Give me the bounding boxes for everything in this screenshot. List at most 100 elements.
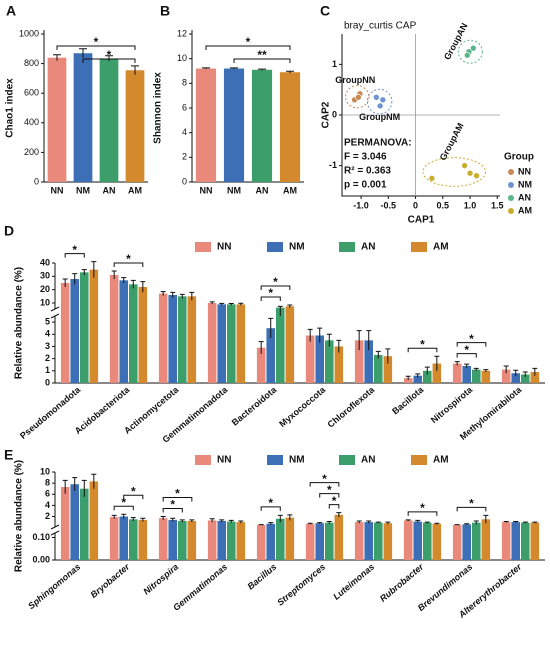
x-tick-label: Nitrospirota	[429, 384, 475, 425]
bar	[354, 340, 364, 383]
error-bar	[503, 365, 509, 374]
y-tick-label: 5	[45, 316, 50, 326]
x-tick-label: Sphingomonas	[26, 562, 82, 611]
significance-bracket	[407, 347, 438, 353]
significance-label: *	[332, 494, 337, 508]
error-bar	[366, 330, 372, 351]
bar	[511, 522, 520, 560]
error-bar	[277, 514, 283, 523]
bar	[207, 520, 217, 560]
legend-label: AM	[518, 205, 532, 215]
error-bar	[424, 366, 430, 375]
significance-label: *	[469, 332, 474, 346]
legend-title: Group	[504, 152, 534, 163]
x-tick-label: Luteimonas	[331, 562, 376, 602]
x-tick-label: Bacillus	[245, 562, 278, 592]
y-tick-label: 1	[332, 59, 337, 69]
error-bar	[464, 523, 470, 525]
error-bar	[434, 355, 440, 371]
error-bar	[532, 367, 538, 376]
legend-swatch	[411, 455, 427, 465]
error-bar	[277, 305, 283, 316]
point	[428, 174, 436, 182]
bar	[279, 72, 301, 182]
y-tick-label: 30	[40, 271, 50, 281]
legend-label: NM	[289, 455, 305, 466]
error-bar	[268, 522, 274, 525]
bar	[109, 517, 119, 560]
bar	[195, 68, 217, 182]
significance-bracket	[456, 353, 477, 358]
legend-swatch	[195, 242, 211, 252]
x-tick-label: Myxococcota	[277, 384, 328, 429]
error-bar	[189, 291, 195, 301]
bar	[383, 356, 393, 383]
y-tick-label: 2	[182, 152, 187, 162]
error-bar	[258, 341, 264, 354]
significance-bracket	[123, 494, 144, 500]
significance-label: *	[322, 472, 327, 486]
x-tick-label: NN	[200, 185, 213, 195]
error-bar	[532, 521, 538, 524]
bar	[70, 484, 79, 560]
error-bar	[356, 520, 362, 524]
error-bar	[230, 67, 238, 70]
point	[376, 102, 384, 110]
bar	[530, 522, 540, 560]
bar	[325, 340, 334, 383]
bar	[187, 296, 197, 383]
point	[470, 44, 477, 52]
legend-marker	[508, 195, 514, 201]
bar	[432, 523, 442, 560]
bar	[256, 524, 266, 560]
annotation: PERMANOVA:	[344, 137, 412, 148]
error-bar	[91, 473, 97, 489]
error-bar	[483, 369, 489, 373]
point	[473, 172, 480, 180]
error-bar	[209, 518, 215, 523]
error-bar	[307, 328, 313, 342]
bar	[60, 283, 70, 383]
significance-bracket	[309, 482, 340, 487]
error-bar	[336, 512, 342, 518]
legend-marker	[508, 208, 514, 214]
bar	[364, 340, 373, 383]
error-bar	[287, 514, 293, 521]
error-bar	[81, 479, 87, 498]
error-bar	[454, 361, 460, 366]
y-tick-label: 10	[40, 297, 50, 307]
bar	[47, 57, 67, 182]
y-tick-label: 0	[332, 109, 337, 119]
significance-bracket	[64, 253, 85, 258]
error-bar	[522, 371, 528, 377]
bar	[481, 370, 491, 383]
bar	[374, 522, 383, 560]
bar	[158, 518, 168, 560]
error-bar	[140, 281, 146, 293]
error-bar	[375, 521, 381, 524]
error-bar	[424, 521, 430, 524]
legend-label: AN	[361, 242, 375, 253]
y-axis-label: CAP2	[321, 101, 332, 128]
significance-label: *	[268, 286, 273, 300]
significance-bracket	[162, 497, 193, 502]
y-tick-label: 8	[182, 78, 187, 88]
x-tick-label: AM	[128, 185, 142, 195]
legend-swatch	[339, 455, 355, 465]
x-tick-label: AN	[103, 185, 116, 195]
legend-label: NM	[289, 242, 305, 253]
bar	[511, 373, 520, 383]
axis-line	[341, 34, 500, 197]
bar	[138, 519, 148, 560]
legend-swatch	[411, 242, 427, 252]
significance-bracket	[113, 262, 144, 267]
error-bar	[62, 479, 68, 494]
significance-label: *	[420, 501, 425, 515]
y-tick-label: 1	[45, 365, 50, 375]
bar	[285, 517, 295, 560]
x-tick-label: 0	[413, 200, 418, 210]
bar	[178, 520, 187, 560]
y-tick-label: 8	[45, 478, 50, 488]
significance-bracket	[205, 45, 291, 50]
bar	[334, 346, 344, 383]
